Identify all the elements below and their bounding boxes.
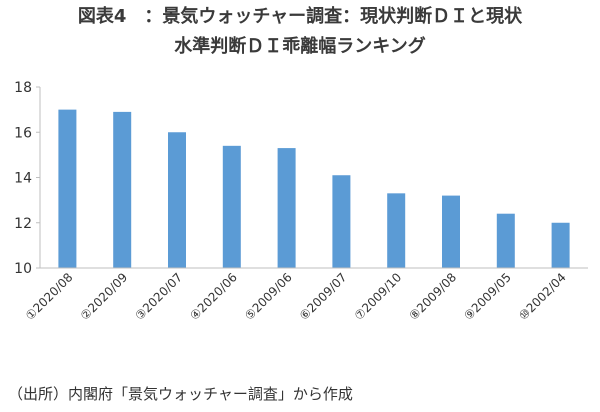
- bar: [442, 195, 460, 268]
- x-tick-label: ⑥2009/07: [297, 270, 350, 323]
- bar: [222, 145, 241, 268]
- bar: [551, 222, 570, 268]
- chart-title-line-1: 図表4 ：景気ウォッチャー調査：現状判断ＤＩと現状: [77, 6, 523, 27]
- x-tick-label: ④2020/06: [187, 270, 240, 323]
- bar: [113, 111, 132, 268]
- y-tick-label: 14: [14, 171, 32, 187]
- y-tick-label: 16: [14, 125, 32, 141]
- bar-chart: 10 12 14 16 18 ①2020/08 ②2020/09 ③2020/07 ④2020/…: [14, 80, 588, 323]
- x-tick-label: ①2020/08: [23, 270, 76, 323]
- x-tick-label: ⑤2009/06: [242, 270, 295, 323]
- chart-title-line-2: 水準判断ＤＩ乖離幅ランキング: [174, 36, 426, 57]
- x-tick-label: ⑩2002/04: [516, 270, 569, 323]
- x-tick-label: ③2020/07: [132, 270, 185, 323]
- bar: [496, 213, 515, 268]
- x-tick-label: ⑦2009/10: [352, 270, 405, 323]
- y-tick-label: 18: [14, 80, 32, 96]
- y-tick-label: 12: [14, 216, 32, 232]
- bar: [387, 193, 406, 268]
- y-tick-label: 10: [14, 261, 32, 277]
- x-tick-label: ⑨2009/05: [461, 270, 514, 323]
- x-tick-label: ②2020/09: [78, 270, 131, 323]
- source-note: （出所）内閣府「景気ウォッチャー調査」から作成: [8, 385, 353, 403]
- x-tick-label: ⑧2009/08: [406, 270, 459, 323]
- bar: [58, 109, 77, 268]
- bar: [168, 132, 186, 268]
- bar: [332, 175, 351, 268]
- bar: [277, 148, 296, 268]
